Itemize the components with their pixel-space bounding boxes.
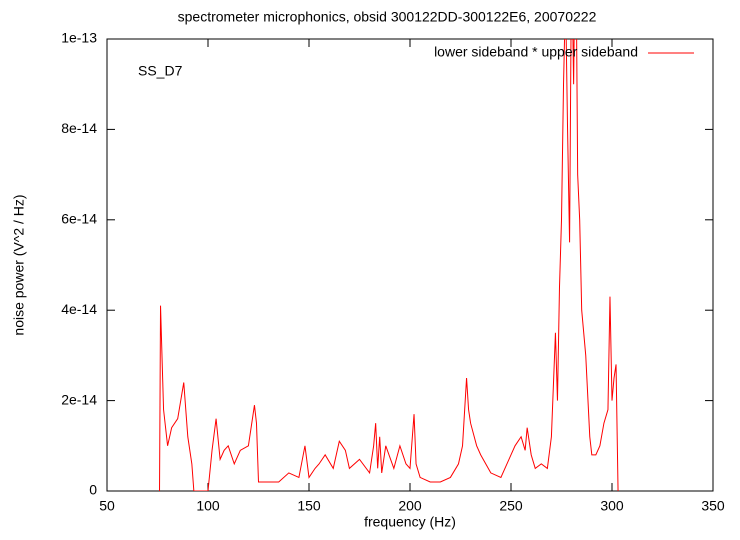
x-tick-label: 200: [398, 498, 422, 514]
y-tick-label: 2e-14: [61, 391, 97, 407]
y-tick-label: 1e-13: [61, 30, 97, 46]
data-line: [159, 39, 619, 491]
x-tick-label: 50: [99, 498, 115, 514]
x-axis-label: frequency (Hz): [364, 514, 456, 530]
x-tick-label: 350: [701, 498, 725, 514]
y-tick-label: 6e-14: [61, 211, 97, 227]
y-axis-label: noise power (V^2 / Hz): [11, 194, 27, 335]
x-tick-label: 250: [499, 498, 523, 514]
legend-label: lower sideband * upper sideband: [434, 44, 638, 60]
y-tick-label: 8e-14: [61, 120, 97, 136]
annotation: SS_D7: [138, 63, 183, 79]
x-tick-label: 150: [297, 498, 321, 514]
x-tick-label: 300: [600, 498, 624, 514]
x-tick-label: 100: [196, 498, 220, 514]
chart-title: spectrometer microphonics, obsid 300122D…: [178, 9, 597, 25]
y-tick-label: 4e-14: [61, 301, 97, 317]
y-tick-label: 0: [89, 482, 97, 498]
